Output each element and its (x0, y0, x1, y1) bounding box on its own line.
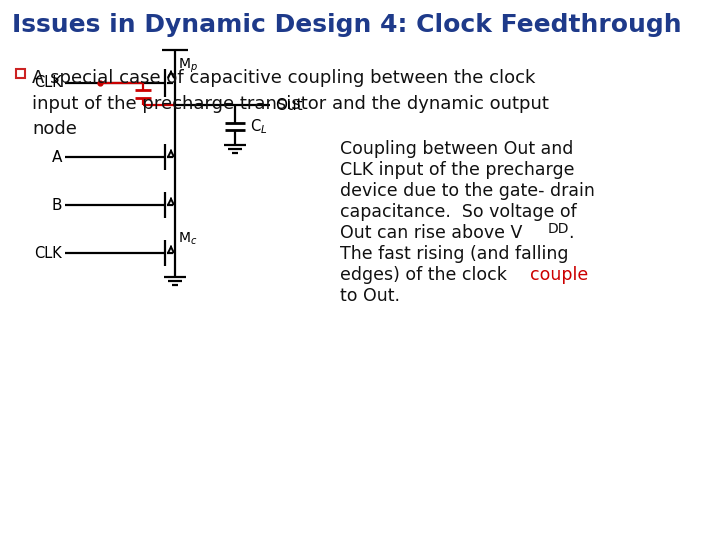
Text: device due to the gate- drain: device due to the gate- drain (340, 182, 595, 200)
Text: C$_L$: C$_L$ (250, 118, 267, 137)
Text: to Out.: to Out. (340, 287, 400, 305)
Text: capacitance.  So voltage of: capacitance. So voltage of (340, 203, 577, 221)
Text: M$_c$: M$_c$ (178, 231, 197, 247)
Text: CLK input of the precharge: CLK input of the precharge (340, 161, 575, 179)
Text: .: . (568, 224, 574, 242)
Text: B: B (52, 198, 62, 213)
FancyBboxPatch shape (16, 69, 25, 78)
Text: CLK: CLK (35, 246, 62, 260)
Text: Coupling between Out and: Coupling between Out and (340, 140, 573, 158)
Text: couple: couple (530, 266, 588, 284)
Text: The fast rising (and falling: The fast rising (and falling (340, 245, 569, 263)
Text: Out: Out (275, 98, 302, 112)
Text: M$_p$: M$_p$ (178, 56, 198, 75)
Text: Issues in Dynamic Design 4: Clock Feedthrough: Issues in Dynamic Design 4: Clock Feedth… (12, 13, 682, 37)
Text: A: A (52, 150, 62, 165)
Text: CLK: CLK (35, 75, 62, 90)
Text: DD: DD (548, 222, 570, 236)
Text: Out can rise above V: Out can rise above V (340, 224, 523, 242)
Text: A special case of capacitive coupling between the clock
input of the precharge t: A special case of capacitive coupling be… (32, 69, 549, 138)
Text: edges) of the clock: edges) of the clock (340, 266, 513, 284)
